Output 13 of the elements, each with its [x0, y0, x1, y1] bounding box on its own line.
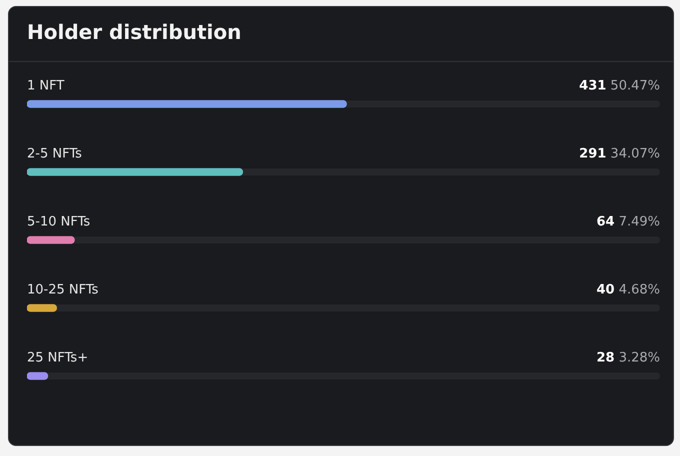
chart-title: Holder distribution — [27, 20, 242, 44]
bar — [27, 236, 75, 244]
data-label: 291 34.07% — [579, 146, 660, 162]
data-label: 64 7.49% — [596, 214, 660, 230]
y-tick-label: 25 NFTs+ — [27, 350, 88, 366]
data-label: 28 3.28% — [596, 350, 660, 366]
y-tick-label: 1 NFT — [27, 78, 64, 94]
y-tick-label: 2-5 NFTs — [27, 146, 82, 162]
y-tick-label: 5-10 NFTs — [27, 214, 90, 230]
data-label: 431 50.47% — [579, 78, 660, 94]
y-tick-label: 10-25 NFTs — [27, 282, 99, 298]
data-label: 40 4.68% — [596, 282, 660, 298]
bar — [27, 304, 57, 312]
